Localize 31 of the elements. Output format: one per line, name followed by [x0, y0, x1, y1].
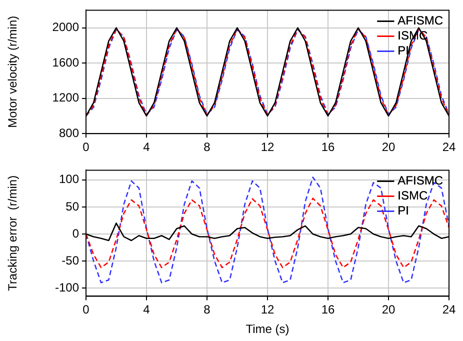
- legend-label: ISMC: [398, 188, 428, 203]
- y-axis-title: Tracking error (r/min): [6, 175, 20, 291]
- x-tick-label: 20: [382, 140, 396, 154]
- x-tick-label: 16: [321, 302, 335, 317]
- legend-label: PI: [398, 44, 410, 58]
- x-tick-label: 16: [321, 140, 335, 154]
- x-tick-label: 0: [82, 140, 90, 154]
- y-tick-label: 2000: [52, 20, 80, 34]
- y-tick-label: 1200: [52, 90, 80, 105]
- x-tick-label: 24: [442, 140, 456, 154]
- x-tick-label: 12: [260, 140, 274, 154]
- y-tick-label: 800: [58, 126, 80, 140]
- x-tick-label: 24: [442, 302, 456, 317]
- y-tick-label: -50: [62, 253, 80, 268]
- legend-label: AFISMC: [398, 174, 444, 188]
- y-tick-label: 50: [66, 199, 80, 214]
- x-tick-label: 4: [143, 302, 150, 317]
- y-tick-label: 1600: [52, 55, 80, 70]
- x-tick-label: 4: [143, 140, 150, 154]
- x-tick-label: 0: [82, 302, 90, 317]
- x-tick-label: 8: [204, 140, 211, 154]
- legend-label: PI: [398, 204, 410, 218]
- x-tick-label: 12: [260, 302, 274, 317]
- y-tick-label: 100: [58, 172, 80, 186]
- y-tick-label: -100: [54, 280, 80, 294]
- x-tick-label: 8: [204, 302, 211, 317]
- legend-label: AFISMC: [398, 14, 444, 28]
- x-axis-title: Time (s): [246, 322, 290, 336]
- y-tick-label: 0: [72, 226, 80, 240]
- y-axis-title: Motor velocity (r/min): [6, 16, 20, 128]
- x-tick-label: 20: [382, 302, 396, 317]
